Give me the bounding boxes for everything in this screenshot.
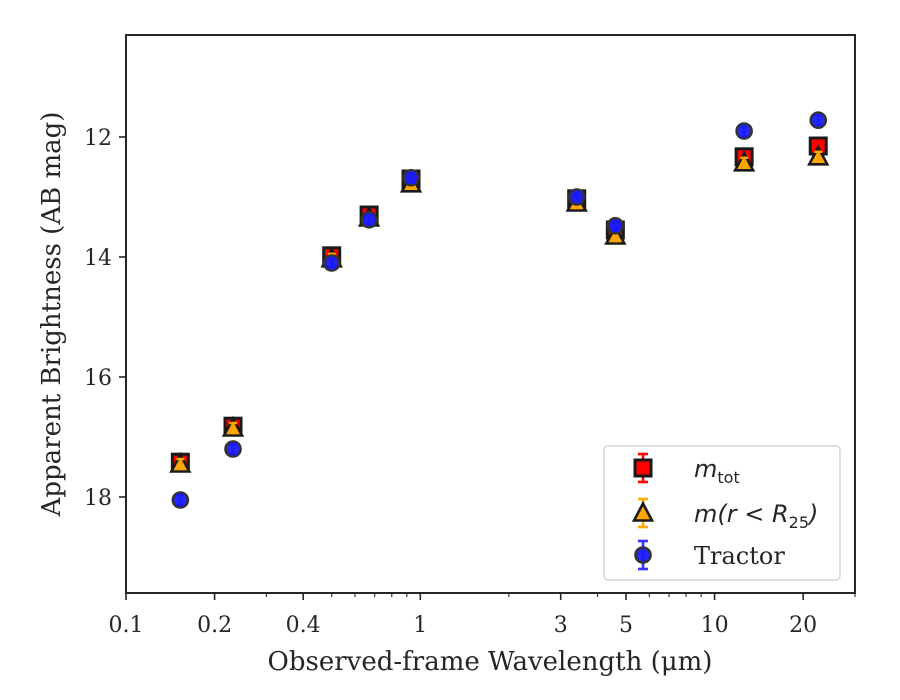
error-bar — [229, 421, 238, 435]
error-bar — [740, 124, 749, 138]
y-tick-label: 18 — [84, 486, 112, 511]
x-tick-label: 3 — [554, 613, 568, 638]
legend-label: mtot — [694, 455, 740, 487]
series-1 — [169, 144, 830, 473]
x-tick-label: 1 — [413, 613, 427, 638]
x-tick-label: 20 — [789, 613, 817, 638]
error-bar — [814, 113, 823, 127]
error-bar — [814, 150, 823, 164]
error-bar — [327, 256, 336, 270]
error-bar — [229, 442, 238, 456]
error-bar — [407, 171, 416, 185]
series-2 — [171, 111, 828, 509]
error-bar — [176, 457, 185, 471]
legend-marker-square — [633, 458, 653, 478]
error-bar — [176, 493, 185, 507]
x-tick-label: 0.4 — [286, 613, 321, 638]
legend-label: Tractor — [694, 542, 785, 570]
legend-marker-triangle — [631, 500, 655, 522]
series-0 — [170, 136, 828, 472]
error-bar — [572, 190, 581, 204]
ticks-layer: 0.1 0.2 0.4 1 3 5 10 20 12 14 16 18 — [84, 126, 856, 638]
legend: mtot m(r < R25) Tractor — [603, 445, 841, 581]
legend-label: m(r < R25) — [694, 500, 818, 532]
y-tick-label: 12 — [84, 126, 112, 151]
legend-frame — [603, 445, 841, 581]
x-tick-label: 5 — [619, 613, 633, 638]
legend-marker-circle — [634, 546, 652, 564]
points-layer — [169, 111, 830, 509]
error-bar — [740, 156, 749, 170]
y-tick-label: 16 — [84, 366, 112, 391]
x-axis-label: Observed-frame Wavelength (μm) — [268, 647, 713, 677]
error-bar — [365, 213, 374, 227]
x-tick-label: 0.2 — [197, 613, 232, 638]
y-axis-label: Apparent Brightness (AB mag) — [37, 112, 67, 518]
error-bar — [611, 219, 620, 233]
y-tick-label: 14 — [84, 246, 112, 271]
x-tick-label: 0.1 — [109, 613, 144, 638]
x-tick-label: 10 — [701, 613, 729, 638]
plot-frame — [125, 34, 856, 594]
